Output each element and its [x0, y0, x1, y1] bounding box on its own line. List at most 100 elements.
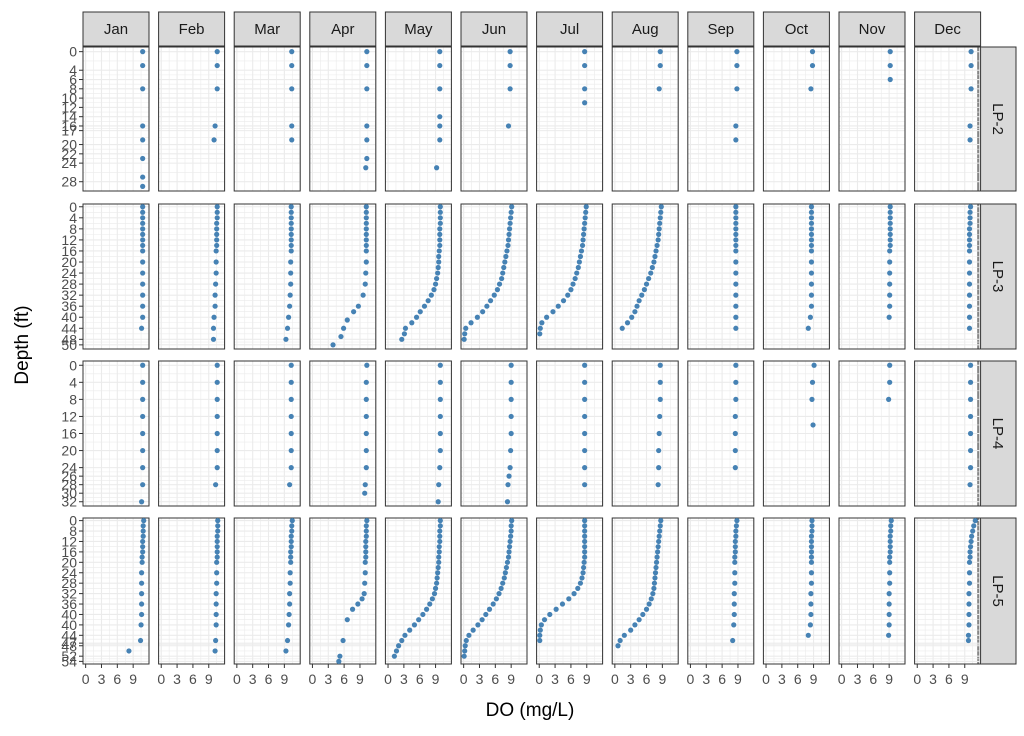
data-point	[648, 270, 654, 276]
y-tick-label: 8	[69, 81, 77, 97]
data-point	[966, 314, 973, 320]
y-tick-label: 47	[61, 635, 77, 651]
data-point	[363, 215, 369, 221]
data-point	[436, 544, 442, 550]
data-point	[140, 281, 146, 287]
data-point	[582, 396, 588, 402]
data-point	[470, 627, 476, 633]
data-point	[971, 523, 977, 529]
panel-border	[687, 360, 755, 507]
data-point	[967, 209, 973, 215]
data-point	[887, 220, 893, 226]
x-tick-label: 3	[551, 671, 559, 687]
data-point	[652, 253, 658, 260]
data-point	[330, 342, 336, 348]
data-point	[966, 281, 973, 287]
column-strip-mar: Mar	[233, 11, 301, 47]
panel-border	[82, 46, 150, 192]
data-point	[288, 538, 294, 545]
data-point	[362, 580, 368, 586]
data-point	[887, 580, 893, 586]
data-point	[887, 533, 893, 539]
panel-border	[536, 203, 604, 350]
data-point	[887, 259, 893, 265]
data-point	[583, 204, 589, 210]
data-point	[887, 549, 893, 555]
data-point	[967, 396, 974, 402]
data-point	[126, 648, 132, 654]
data-point	[480, 309, 486, 315]
data-point	[214, 362, 220, 368]
data-point	[655, 237, 661, 243]
data-point	[364, 86, 370, 92]
data-point	[732, 559, 738, 565]
data-point	[338, 333, 344, 340]
y-tick-label: 32	[61, 494, 77, 510]
panel-border	[914, 203, 982, 350]
x-tick-label: 9	[583, 671, 591, 687]
data-point	[808, 248, 815, 254]
panel-border	[914, 46, 982, 192]
data-point	[429, 596, 435, 602]
data-point	[502, 570, 508, 576]
data-point	[285, 622, 292, 628]
data-point	[431, 287, 437, 293]
data-point	[807, 314, 813, 320]
data-point	[640, 611, 646, 618]
x-tick-label: 6	[567, 671, 575, 687]
data-point	[808, 237, 815, 243]
data-point	[808, 231, 815, 237]
data-point	[391, 653, 397, 659]
data-point	[582, 379, 588, 385]
x-tick-label: 9	[734, 671, 742, 687]
data-point	[657, 523, 663, 529]
data-point	[733, 209, 739, 215]
data-point	[212, 123, 218, 129]
panel-border	[82, 203, 150, 350]
data-point	[966, 325, 973, 331]
data-point	[214, 209, 220, 215]
data-point	[967, 465, 974, 471]
column-strip-apr: Apr	[309, 11, 377, 47]
data-point	[968, 49, 974, 55]
data-point	[505, 554, 512, 560]
data-point	[437, 62, 443, 69]
column-strip-label: Apr	[331, 21, 354, 38]
x-tick-label: 6	[718, 671, 726, 687]
data-point	[506, 226, 513, 232]
data-point	[550, 309, 556, 315]
panel-lp-2-nov	[838, 46, 906, 192]
data-point	[508, 379, 514, 385]
y-tick-label: 0	[69, 357, 77, 373]
data-point	[544, 314, 550, 320]
data-point	[809, 518, 815, 524]
data-point	[582, 554, 588, 560]
data-point	[214, 430, 220, 437]
data-point	[808, 538, 815, 545]
data-point	[582, 544, 588, 550]
data-point	[139, 580, 145, 586]
data-point	[140, 62, 146, 69]
panel-lp-4-dec	[914, 360, 982, 507]
panel-lp-2-aug	[611, 46, 679, 192]
x-tick-label: 9	[885, 671, 893, 687]
data-point	[733, 226, 739, 232]
y-tick-label: 16	[61, 544, 77, 560]
panel-lp-5-mar	[233, 517, 301, 665]
data-point	[213, 622, 219, 628]
y-tick-label: 54	[61, 653, 77, 669]
data-point	[285, 314, 292, 320]
data-point	[140, 231, 146, 237]
data-point	[617, 637, 623, 644]
panel-border	[838, 203, 906, 350]
data-point	[140, 155, 146, 162]
data-point	[576, 259, 582, 265]
data-point	[657, 413, 663, 420]
data-point	[288, 533, 294, 539]
data-point	[968, 538, 974, 545]
x-tick-label: 6	[869, 671, 877, 687]
panel-lp-3-dec	[914, 203, 982, 350]
data-point	[496, 281, 503, 287]
